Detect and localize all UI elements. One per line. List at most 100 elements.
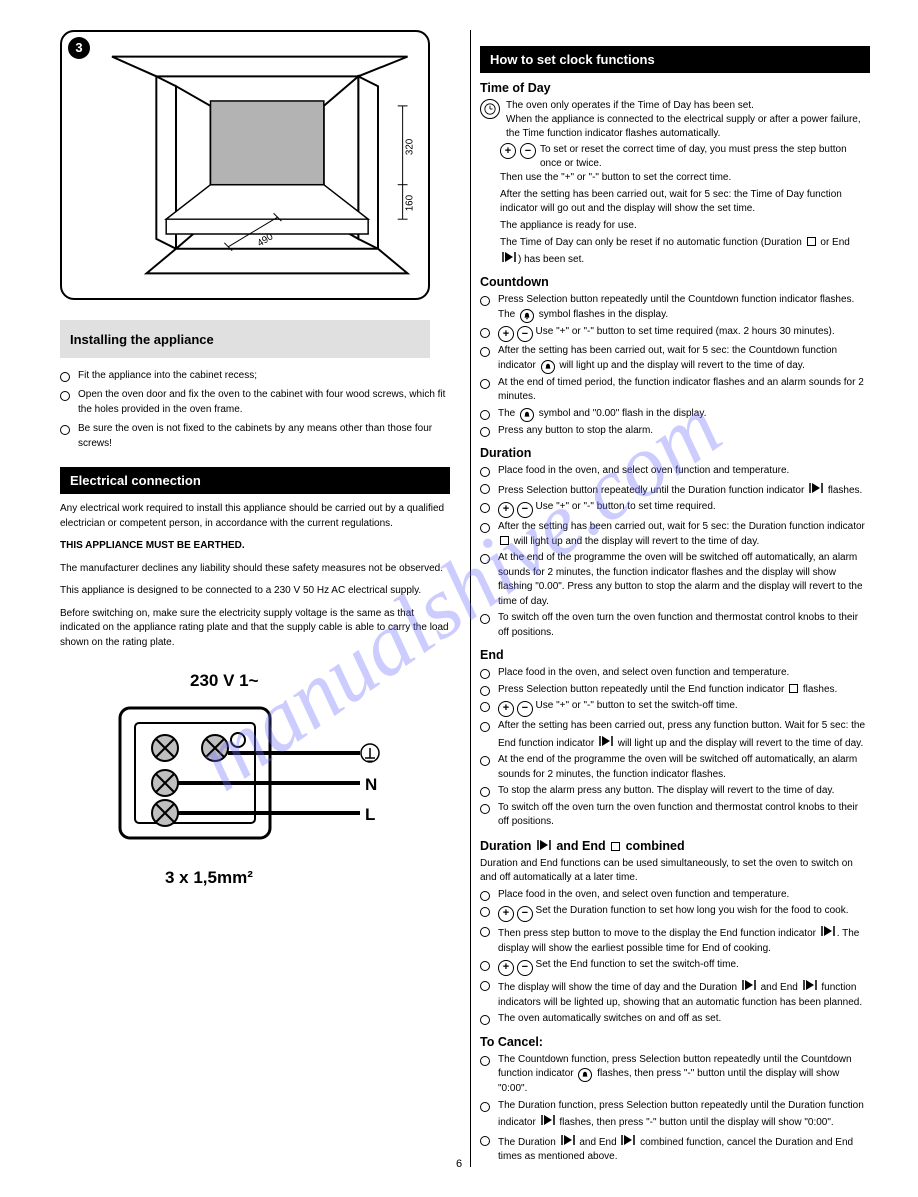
list-item: At the end of timed period, the function… [480, 376, 870, 405]
electrical-header: Electrical connection [60, 467, 450, 494]
cancel-title: To Cancel: [480, 1035, 870, 1049]
list-item: + − Set the End function to set the swit… [480, 958, 870, 976]
list-item: Place food in the oven, and select oven … [480, 464, 870, 479]
end-list: Place food in the oven, and select oven … [480, 666, 870, 829]
end-symbol-icon [561, 1133, 575, 1147]
body-text: After the setting has been carried out, … [500, 188, 870, 216]
list-item: Open the oven door and fix the oven to t… [60, 387, 450, 417]
list-item: Press Selection button repeatedly until … [480, 683, 870, 698]
install-title-bar: Installing the appliance [60, 320, 430, 358]
install-diagram: 3 320 [60, 30, 430, 300]
duration-symbol-icon [500, 536, 509, 545]
minus-icon: − [517, 326, 533, 342]
terminal-n: N [365, 775, 377, 794]
plus-icon: + [498, 701, 514, 717]
end-symbol-icon [537, 838, 551, 852]
list-item: Place food in the oven, and select oven … [480, 666, 870, 681]
body-text: This appliance is designed to be connect… [60, 584, 450, 599]
bell-icon [541, 360, 555, 374]
body-text: The appliance is ready for use. [500, 219, 870, 233]
duration-title: Duration [480, 446, 870, 460]
diagram-badge: 3 [68, 37, 90, 59]
list-item: Press any button to stop the alarm. [480, 424, 870, 439]
install-bullets: Fit the appliance into the cabinet reces… [60, 368, 450, 451]
body-text: The oven only operates if the Time of Da… [506, 99, 870, 113]
list-item: The Countdown function, press Selection … [480, 1053, 870, 1097]
minus-icon: − [517, 701, 533, 717]
duration-symbol-icon [807, 237, 816, 246]
list-item: To stop the alarm press any button. The … [480, 784, 870, 799]
plus-icon: + [498, 502, 514, 518]
terminal-l: L [365, 805, 375, 824]
bell-icon [578, 1068, 592, 1082]
list-item: After the setting has been carried out, … [480, 520, 870, 549]
bell-icon [520, 408, 534, 422]
plus-icon: + [498, 906, 514, 922]
list-item: To switch off the oven turn the oven fun… [480, 801, 870, 830]
end-symbol-icon [621, 1133, 635, 1147]
list-item: At the end of the programme the oven wil… [480, 753, 870, 782]
body-text: The manufacturer declines any liability … [60, 562, 450, 577]
minus-icon: − [520, 143, 536, 159]
duration-symbol-icon [789, 684, 798, 693]
plus-icon: + [500, 143, 516, 159]
end-symbol-icon [502, 250, 516, 264]
list-item: At the end of the programme the oven wil… [480, 551, 870, 609]
list-item: Fit the appliance into the cabinet reces… [60, 368, 450, 383]
bell-icon [520, 309, 534, 323]
earth-warning: THIS APPLIANCE MUST BE EARTHED. [60, 539, 450, 554]
list-item: The Duration and End combined function, … [480, 1133, 870, 1165]
time-of-day-title: Time of Day [480, 81, 870, 95]
duration-symbol-icon [611, 842, 620, 851]
list-item: + − Set the Duration function to set how… [480, 904, 870, 922]
list-item: Press Selection button repeatedly until … [480, 481, 870, 499]
list-item: After the setting has been carried out, … [480, 719, 870, 751]
minus-icon: − [517, 906, 533, 922]
end-symbol-icon [541, 1113, 555, 1127]
minus-icon: − [517, 502, 533, 518]
combo-title: Duration and End combined [480, 838, 870, 853]
plus-icon: + [498, 326, 514, 342]
list-item: Be sure the oven is not fixed to the cab… [60, 421, 450, 451]
column-divider [470, 30, 471, 1167]
body-text: Any electrical work required to install … [60, 502, 450, 531]
body-text: Before switching on, make sure the elect… [60, 607, 450, 651]
combo-list: Place food in the oven, and select oven … [480, 888, 870, 1027]
list-item: The oven automatically switches on and o… [480, 1012, 870, 1027]
countdown-title: Countdown [480, 275, 870, 289]
list-item: The symbol and "0.00" flash in the displ… [480, 407, 870, 422]
body-text: When the appliance is connected to the e… [506, 113, 870, 141]
page-number: 6 [456, 1158, 462, 1170]
list-item: Press Selection button repeatedly until … [480, 293, 870, 323]
wiring-diagram: 230 V 1~ [60, 668, 380, 908]
end-symbol-icon [599, 734, 613, 748]
voltage-label: 230 V 1~ [190, 671, 259, 690]
countdown-list: Press Selection button repeatedly until … [480, 293, 870, 438]
list-item: To switch off the oven turn the oven fun… [480, 611, 870, 640]
list-item: After the setting has been carried out, … [480, 344, 870, 374]
list-item: Then press step button to move to the di… [480, 924, 870, 956]
clock-icon [480, 99, 500, 119]
list-item: + − Use "+" or "-" button to set time re… [480, 500, 870, 518]
minus-icon: − [517, 960, 533, 976]
cabinet-diagram-svg: 320 160 490 [62, 32, 428, 298]
body-text: Duration and End functions can be used s… [480, 857, 870, 885]
body-text: Then use the "+" or "-" button to set th… [500, 171, 870, 185]
list-item: The Duration function, press Selection b… [480, 1099, 870, 1131]
end-symbol-icon [742, 978, 756, 992]
duration-list: Place food in the oven, and select oven … [480, 464, 870, 640]
end-symbol-icon [803, 978, 817, 992]
dim-160: 160 [404, 194, 415, 211]
right-column: How to set clock functions Time of Day T… [480, 30, 870, 1167]
cancel-list: The Countdown function, press Selection … [480, 1053, 870, 1165]
body-text: The Time of Day can only be reset if no … [500, 236, 870, 267]
body-text: To set or reset the correct time of day,… [540, 143, 870, 171]
left-column: 3 320 [60, 30, 450, 1167]
list-item: The display will show the time of day an… [480, 978, 870, 1010]
list-item: + − Use "+" or "-" button to set time re… [480, 325, 870, 343]
plus-icon: + [498, 960, 514, 976]
clock-header: How to set clock functions [480, 46, 870, 73]
install-title: Installing the appliance [70, 332, 214, 347]
end-symbol-icon [821, 924, 835, 938]
list-item: + − Use "+" or "-" button to set the swi… [480, 699, 870, 717]
